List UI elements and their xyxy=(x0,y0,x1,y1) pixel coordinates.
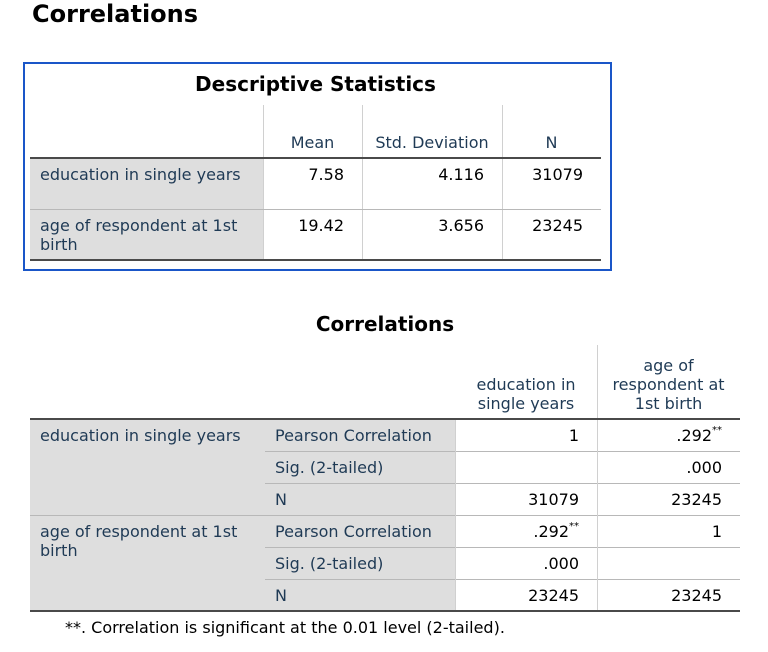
stat-label: N xyxy=(265,483,455,515)
value: 1 xyxy=(711,522,722,541)
heading: Correlations xyxy=(32,0,199,28)
value-cell: 23245 xyxy=(532,216,583,235)
value: .000 xyxy=(543,554,579,573)
row-divider xyxy=(265,451,740,452)
stat-label: N xyxy=(265,579,455,611)
row-divider xyxy=(30,209,601,210)
value-cell: 1 xyxy=(455,419,597,451)
table-title: Descriptive Statistics xyxy=(195,72,436,96)
column-header: age of respondent at 1st birth xyxy=(612,356,725,413)
value-cell: 1 xyxy=(597,515,740,547)
value-cell: 23245 xyxy=(597,483,740,515)
value: 23245 xyxy=(528,586,579,605)
column-header: Mean xyxy=(290,133,335,152)
bottom-rule xyxy=(30,610,740,612)
header-rule xyxy=(30,418,740,420)
value-cell: 4.116 xyxy=(438,165,484,184)
column-divider xyxy=(263,105,264,260)
footnote: **. Correlation is significant at the 0.… xyxy=(65,618,505,637)
value-cell: 31079 xyxy=(455,483,597,515)
stat-label: Pearson Correlation xyxy=(265,419,455,451)
value-cell: 7.58 xyxy=(308,165,344,184)
value: .000 xyxy=(686,458,722,477)
value: 31079 xyxy=(528,490,579,509)
value-cell: 23245 xyxy=(597,579,740,611)
row-divider xyxy=(30,515,740,516)
column-divider xyxy=(362,105,363,260)
significance-flag: ** xyxy=(569,521,579,532)
value-cell xyxy=(455,451,597,483)
value-cell: 3.656 xyxy=(438,216,484,235)
value: 23245 xyxy=(671,586,722,605)
column-header: Std. Deviation xyxy=(375,133,489,152)
bottom-rule xyxy=(30,259,601,261)
stat-label: Sig. (2-tailed) xyxy=(265,451,455,483)
row-label: education in single years xyxy=(30,419,265,515)
row-label: education in single years xyxy=(30,158,263,209)
value-cell: .292** xyxy=(597,419,740,451)
value-cell: .292** xyxy=(455,515,597,547)
header-rule xyxy=(30,157,601,159)
selection-box xyxy=(23,62,612,271)
column-header: N xyxy=(545,133,558,152)
row-divider xyxy=(265,547,740,548)
stat-label: Pearson Correlation xyxy=(265,515,455,547)
value-cell: 31079 xyxy=(532,165,583,184)
column-header: education in single years xyxy=(476,375,576,413)
column-divider xyxy=(455,419,456,611)
value: .292 xyxy=(676,426,712,445)
value: 23245 xyxy=(671,490,722,509)
value-cell: 19.42 xyxy=(298,216,344,235)
stat-label: Sig. (2-tailed) xyxy=(265,547,455,579)
row-divider xyxy=(265,483,740,484)
value: 1 xyxy=(568,426,579,445)
column-divider xyxy=(597,345,598,611)
value-cell xyxy=(597,547,740,579)
table-title: Correlations xyxy=(315,312,455,336)
row-label: age of respondent at 1st birth xyxy=(30,209,263,260)
value-cell: .000 xyxy=(455,547,597,579)
row-label: age of respondent at 1st birth xyxy=(30,515,265,611)
row-divider xyxy=(265,579,740,580)
value-cell: .000 xyxy=(597,451,740,483)
column-divider xyxy=(502,105,503,260)
value: .292 xyxy=(533,522,569,541)
value-cell: 23245 xyxy=(455,579,597,611)
significance-flag: ** xyxy=(712,425,722,436)
